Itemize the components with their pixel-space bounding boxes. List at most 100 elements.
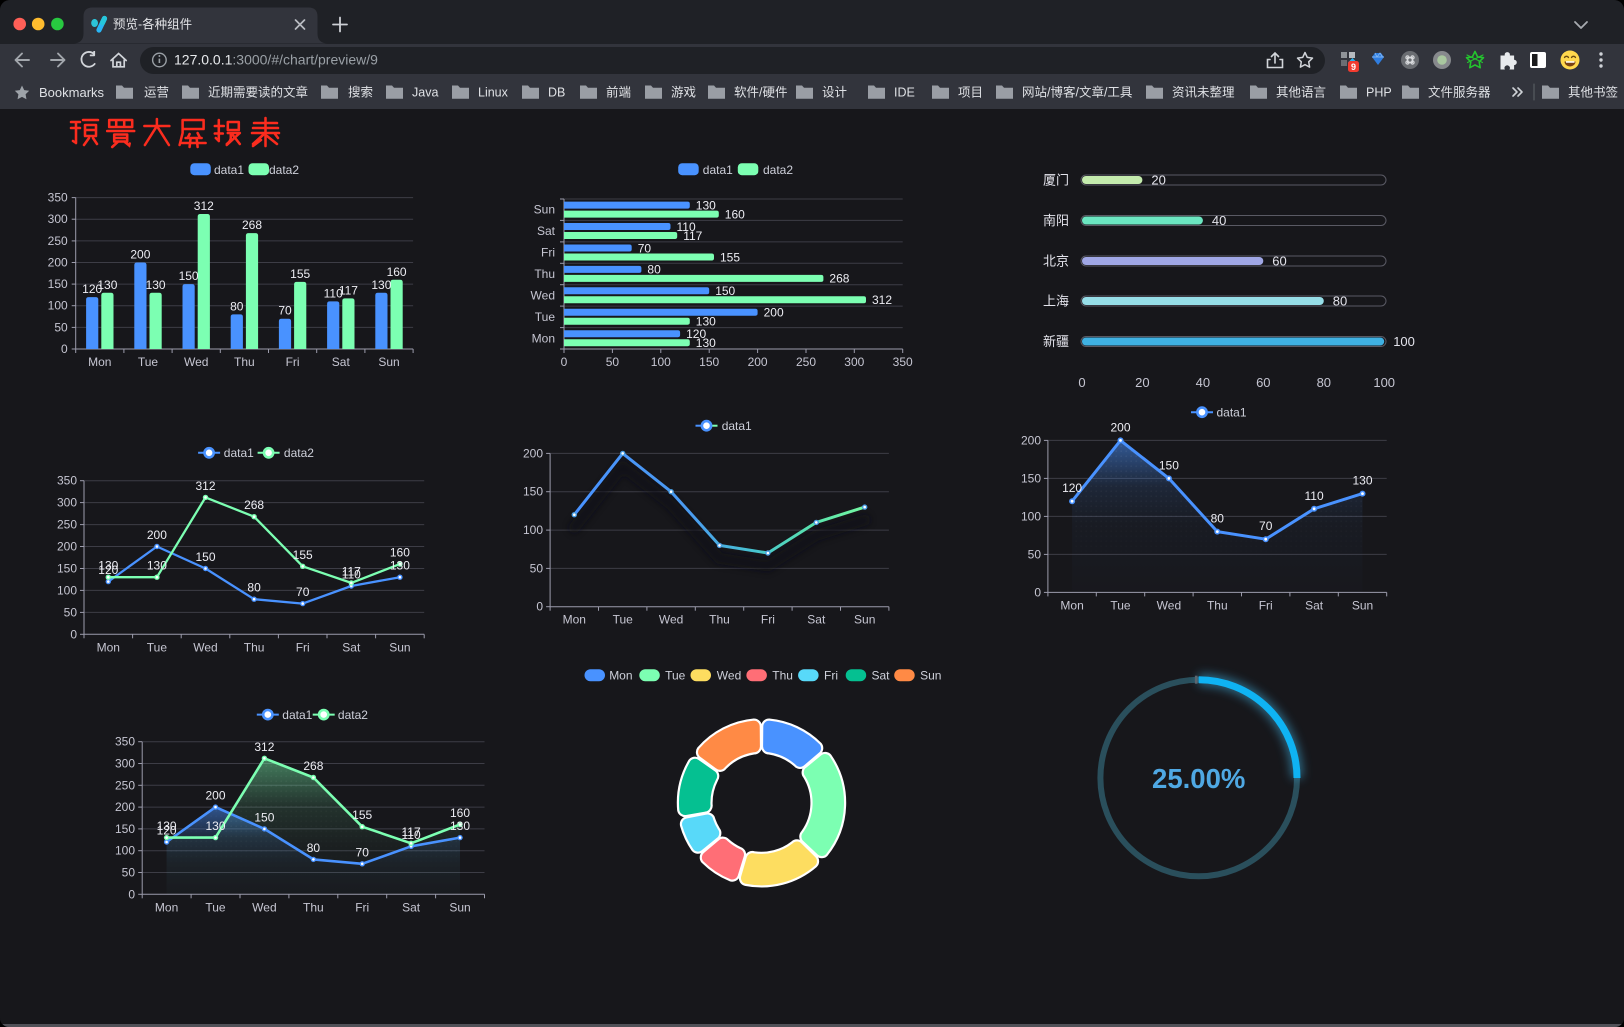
svg-text:Thu: Thu bbox=[1207, 598, 1228, 612]
svg-text:80: 80 bbox=[230, 299, 244, 313]
svg-text:设计: 设计 bbox=[822, 85, 847, 100]
svg-text:250: 250 bbox=[115, 778, 135, 792]
svg-text:130: 130 bbox=[371, 278, 391, 292]
svg-text:Mon: Mon bbox=[609, 669, 632, 683]
svg-text:155: 155 bbox=[352, 808, 372, 822]
svg-text:150: 150 bbox=[57, 562, 77, 576]
svg-text:data1: data1 bbox=[224, 446, 254, 460]
svg-text:155: 155 bbox=[720, 250, 740, 264]
svg-text:新疆: 新疆 bbox=[1043, 334, 1069, 349]
svg-text:100: 100 bbox=[48, 299, 68, 313]
svg-text:Wed: Wed bbox=[659, 613, 683, 627]
svg-text:Wed: Wed bbox=[531, 288, 555, 302]
svg-text:60: 60 bbox=[1256, 375, 1270, 390]
svg-text:软件/硬件: 软件/硬件 bbox=[734, 86, 787, 100]
svg-text:Java: Java bbox=[412, 86, 438, 100]
svg-text:150: 150 bbox=[1021, 471, 1041, 485]
svg-text:Mon: Mon bbox=[155, 900, 178, 914]
svg-text:100: 100 bbox=[1021, 509, 1041, 523]
svg-text:70: 70 bbox=[278, 304, 292, 318]
svg-text:268: 268 bbox=[242, 218, 262, 232]
svg-text:50: 50 bbox=[54, 320, 68, 334]
svg-text:data2: data2 bbox=[284, 446, 314, 460]
svg-text:350: 350 bbox=[115, 735, 135, 749]
svg-text:200: 200 bbox=[748, 355, 768, 369]
svg-text:data2: data2 bbox=[269, 163, 299, 177]
svg-text:Fri: Fri bbox=[1259, 598, 1273, 612]
svg-text:厦门: 厦门 bbox=[1043, 173, 1069, 188]
svg-text:200: 200 bbox=[147, 528, 167, 542]
svg-text:Sat: Sat bbox=[872, 669, 891, 683]
svg-text:80: 80 bbox=[1317, 375, 1331, 390]
svg-text:Thu: Thu bbox=[534, 267, 555, 281]
svg-text:Fri: Fri bbox=[541, 246, 555, 260]
svg-text:155: 155 bbox=[293, 548, 313, 562]
svg-text:100: 100 bbox=[57, 583, 77, 597]
svg-text:268: 268 bbox=[244, 498, 264, 512]
svg-text:250: 250 bbox=[48, 234, 68, 248]
svg-text:Thu: Thu bbox=[772, 669, 793, 683]
svg-text:110: 110 bbox=[342, 568, 361, 582]
svg-text:150: 150 bbox=[179, 269, 199, 283]
svg-text:近期需要读的文章: 近期需要读的文章 bbox=[208, 85, 308, 100]
svg-text:前端: 前端 bbox=[606, 85, 631, 100]
svg-text:130: 130 bbox=[450, 819, 470, 833]
svg-text:Fri: Fri bbox=[286, 355, 300, 369]
svg-text:Thu: Thu bbox=[234, 355, 255, 369]
svg-text:130: 130 bbox=[696, 198, 716, 212]
svg-text:IDE: IDE bbox=[894, 86, 915, 100]
svg-text:200: 200 bbox=[130, 248, 150, 262]
svg-text:Sun: Sun bbox=[854, 613, 875, 627]
svg-text:150: 150 bbox=[715, 284, 735, 298]
svg-text:20: 20 bbox=[1135, 375, 1149, 390]
svg-text:130: 130 bbox=[390, 559, 410, 573]
svg-text:80: 80 bbox=[307, 841, 321, 855]
svg-text:Wed: Wed bbox=[1157, 598, 1181, 612]
svg-text:Sat: Sat bbox=[402, 900, 421, 914]
svg-text:9: 9 bbox=[1351, 62, 1356, 72]
svg-text:250: 250 bbox=[57, 518, 77, 532]
svg-text:Mon: Mon bbox=[532, 331, 555, 345]
svg-text:130: 130 bbox=[205, 819, 225, 833]
svg-text:150: 150 bbox=[1159, 458, 1179, 472]
svg-text:130: 130 bbox=[696, 315, 716, 329]
svg-text:Tue: Tue bbox=[1110, 598, 1131, 612]
svg-text:70: 70 bbox=[638, 241, 652, 255]
svg-text:300: 300 bbox=[48, 212, 68, 226]
svg-text:150: 150 bbox=[254, 810, 274, 824]
svg-text:80: 80 bbox=[247, 581, 261, 595]
svg-text:160: 160 bbox=[450, 806, 470, 820]
svg-text:上海: 上海 bbox=[1043, 294, 1069, 309]
svg-text:130: 130 bbox=[147, 559, 167, 573]
svg-text:70: 70 bbox=[296, 585, 310, 599]
svg-text:100: 100 bbox=[523, 523, 543, 537]
svg-text:117: 117 bbox=[339, 283, 358, 297]
svg-text:200: 200 bbox=[1110, 420, 1130, 434]
svg-text:60: 60 bbox=[1272, 254, 1286, 269]
svg-text:120: 120 bbox=[686, 327, 706, 341]
svg-text:Fri: Fri bbox=[824, 669, 838, 683]
svg-text:Tue: Tue bbox=[665, 669, 686, 683]
svg-text:Fri: Fri bbox=[296, 640, 310, 654]
svg-text:Tue: Tue bbox=[535, 310, 556, 324]
svg-text:70: 70 bbox=[356, 845, 370, 859]
svg-text:0: 0 bbox=[70, 627, 77, 641]
svg-text:160: 160 bbox=[725, 207, 745, 221]
svg-text:Thu: Thu bbox=[709, 613, 730, 627]
svg-text:130: 130 bbox=[1352, 474, 1372, 488]
svg-text:Sun: Sun bbox=[920, 669, 941, 683]
svg-text:312: 312 bbox=[194, 199, 214, 213]
svg-text:资讯未整理: 资讯未整理 bbox=[1172, 85, 1235, 100]
svg-text:150: 150 bbox=[195, 550, 215, 564]
svg-text:100: 100 bbox=[651, 355, 671, 369]
svg-text:100: 100 bbox=[1373, 375, 1395, 390]
svg-text:0: 0 bbox=[128, 887, 135, 901]
svg-text:350: 350 bbox=[57, 474, 77, 488]
svg-text:50: 50 bbox=[1028, 547, 1042, 561]
svg-text:Tue: Tue bbox=[147, 640, 168, 654]
svg-text:Sun: Sun bbox=[534, 203, 555, 217]
svg-text:Sun: Sun bbox=[449, 900, 470, 914]
svg-text:110: 110 bbox=[324, 286, 343, 300]
svg-text:Fri: Fri bbox=[761, 613, 775, 627]
svg-text:40: 40 bbox=[1212, 213, 1226, 228]
